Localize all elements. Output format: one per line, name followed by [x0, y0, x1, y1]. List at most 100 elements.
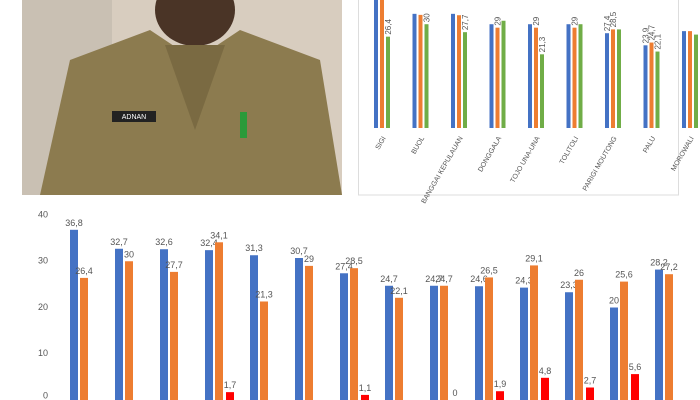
value-label: 29 — [494, 16, 503, 25]
value-label: 24,7 — [425, 274, 443, 284]
bar — [350, 268, 358, 400]
value-label: 29 — [304, 254, 314, 264]
bar — [395, 297, 403, 400]
value-label: 28,2 — [650, 258, 668, 268]
bar — [412, 13, 417, 129]
bar — [260, 301, 268, 400]
photo-head — [155, 0, 235, 46]
bar — [305, 265, 313, 400]
bar — [418, 14, 423, 129]
value-label: 27,7 — [165, 260, 183, 270]
photo-collar — [165, 45, 225, 130]
bar — [489, 24, 494, 128]
photo-name-tag — [112, 111, 156, 122]
value-label: 24,7 — [380, 274, 398, 284]
bar — [361, 394, 369, 400]
value-label: 24,3 — [515, 276, 533, 286]
value-label: 34,1 — [210, 230, 228, 240]
value-label: 32,7 — [110, 237, 128, 247]
bar — [578, 24, 583, 128]
bar — [665, 274, 673, 400]
bar — [475, 286, 483, 400]
value-label: 28,5 — [345, 256, 363, 266]
value-label: 0 — [452, 388, 457, 398]
value-label: 27,4 — [335, 261, 353, 271]
bar — [457, 15, 461, 129]
value-label: 36,8 — [65, 218, 83, 228]
y-tick-label: 0 — [43, 390, 48, 400]
bar — [170, 271, 178, 400]
bar — [655, 51, 660, 128]
value-label: 32,6 — [155, 237, 173, 247]
bar — [424, 24, 429, 128]
value-label: 28,5 — [609, 11, 618, 27]
bar — [205, 250, 213, 400]
bar — [528, 24, 532, 128]
bar — [566, 24, 571, 128]
bar — [534, 27, 538, 129]
bar — [496, 391, 504, 400]
bar — [620, 281, 628, 400]
bar — [605, 33, 609, 128]
value-label: 29,1 — [525, 253, 543, 263]
bar — [611, 29, 615, 129]
bar — [160, 249, 168, 400]
photo-pen — [240, 112, 247, 138]
value-label: 27,2 — [660, 262, 678, 272]
bottom-chart-panel — [30, 205, 700, 400]
bar — [386, 36, 390, 128]
value-label: 1,9 — [494, 379, 507, 389]
value-label: 5,6 — [629, 362, 642, 372]
value-label: 29 — [571, 16, 580, 25]
bar — [215, 242, 223, 400]
value-label: 32,4 — [200, 238, 218, 248]
bar — [226, 392, 234, 400]
bar — [385, 285, 393, 400]
value-label: 23,3 — [560, 280, 578, 290]
bar — [374, 0, 378, 128]
bar — [572, 27, 577, 129]
value-label: 30 — [423, 13, 432, 22]
value-label: 1,7 — [224, 380, 237, 390]
bar — [655, 269, 663, 400]
value-label: 21,3 — [538, 36, 547, 52]
value-label: 30 — [124, 249, 134, 259]
value-label: 20 — [609, 296, 619, 306]
bar — [340, 273, 348, 400]
value-label: 24,7 — [435, 274, 453, 284]
bar — [530, 265, 538, 400]
value-label: 26,4 — [384, 19, 393, 35]
bar — [440, 285, 448, 400]
value-label: 22,1 — [654, 33, 663, 49]
bar — [643, 45, 648, 128]
bar — [586, 387, 594, 400]
value-label: 23,9 — [642, 27, 651, 43]
bar — [430, 285, 438, 400]
bar — [688, 31, 692, 129]
value-label: 25,6 — [615, 270, 633, 280]
value-label: 27,7 — [461, 14, 470, 30]
value-label: 26,4 — [75, 266, 93, 276]
value-label: 30,7 — [290, 246, 308, 256]
bar — [541, 377, 549, 400]
bar — [610, 307, 618, 400]
value-label: 26 — [574, 268, 584, 278]
bar — [125, 261, 133, 400]
bar — [295, 258, 303, 400]
bar — [501, 20, 506, 128]
y-tick-label: 10 — [38, 348, 48, 358]
bar — [631, 374, 639, 400]
photo: ADNAN — [22, 0, 342, 195]
bar — [485, 277, 493, 400]
y-tick-label: 30 — [38, 256, 48, 266]
value-label: 31,3 — [245, 243, 263, 253]
bar — [70, 229, 78, 400]
top-chart-panel — [358, 0, 679, 196]
value-label: 24,6 — [470, 274, 488, 284]
value-label: 27,4 — [603, 15, 612, 31]
value-label: 22,1 — [390, 286, 408, 296]
value-label: 2,7 — [584, 376, 597, 386]
bar — [575, 279, 583, 400]
